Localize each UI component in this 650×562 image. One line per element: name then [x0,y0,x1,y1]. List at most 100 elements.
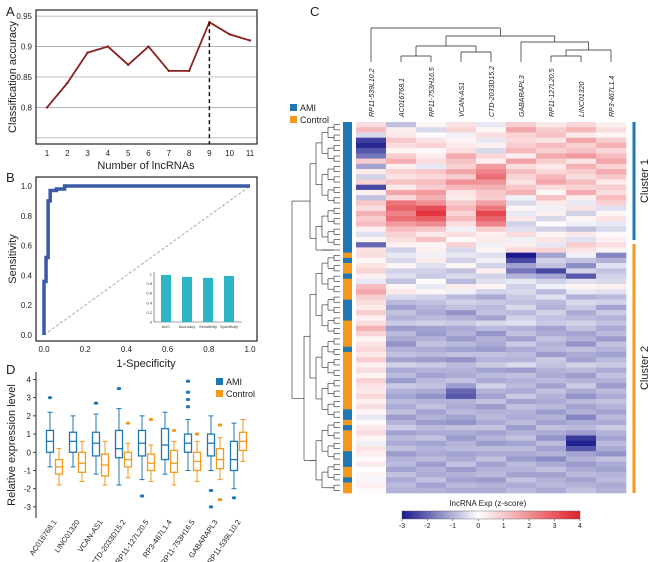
b-y-tick-label: 0.6 [21,242,33,251]
c-heatmap-cell [536,163,567,170]
c-heatmap-cell [536,372,567,379]
c-group-cell [343,278,352,285]
panel-a-line-chart: 0.8 0.85 0.9 0.95 1 2 3 4 5 6 7 8 9 10 11 Number of l… [7,9,258,172]
c-heatmap-cell [566,393,597,400]
panel-c-heatmap: RP11-539L10.2 AC016768.1 RP11-753H16.5 VCAN… [290,27,650,530]
c-heatmap-cell [596,362,627,368]
c-heatmap-cell [386,320,417,327]
c-group-cell [343,189,352,196]
b-y-tick-label: 1.0 [21,182,33,191]
d-outlier [171,428,177,433]
c-heatmap-cell [566,456,597,462]
c-heatmap-cell [566,430,597,436]
c-heatmap-cell [596,179,627,186]
c-heatmap-cell [506,346,537,353]
d-outlier [148,417,154,422]
c-heatmap-cell [596,200,627,206]
c-heatmap-cell [356,142,387,149]
a-points [45,20,252,109]
d-legend-control-label: Control [226,389,255,399]
c-heatmap-cell [476,163,507,170]
c-group-cell [343,435,352,442]
c-heatmap-cell [416,205,447,212]
c-heatmap-cell [476,289,507,295]
c-heatmap-cell [596,315,627,321]
d-outlier [208,505,214,509]
c-heatmap-cell [566,372,597,379]
c-heatmap-cell [476,294,507,300]
c-heatmap-cell [506,132,537,138]
c-heatmap-cell [446,163,477,170]
b-y-axis-title: Sensitivity [7,234,19,284]
c-heatmap-cell [446,409,477,415]
c-heatmap-cell [446,346,477,353]
c-heatmap-cell [506,231,537,238]
c-heatmap-cell [596,341,627,347]
c-heatmap-cell [536,122,567,128]
c-heatmap-cell [506,189,537,196]
c-heatmap-cell [506,362,537,368]
a-accuracy-line [46,20,251,109]
d-outlier [185,379,191,383]
c-heatmap-cell [356,242,387,248]
d-outlier [208,488,214,493]
d-box [146,453,156,472]
b-inset-y-tick-label: 0.2 [146,310,152,315]
c-heatmap-cell [596,216,627,222]
c-heatmap-cell [536,289,567,295]
c-heatmap-cell [566,466,597,473]
c-group-cell [343,174,352,180]
c-heatmap-cell [566,122,597,128]
a-x-tick-label: 10 [225,149,234,158]
c-group-cell [343,425,352,431]
c-heatmap-cell [386,357,417,363]
c-heatmap-cell [356,409,387,415]
c-heatmap-cell [356,273,387,280]
c-heatmap-cell [506,477,537,483]
c-column-name: RP11-753H16.5 [429,67,436,117]
c-heatmap-cell [356,294,387,300]
c-heatmap-cell [416,283,447,290]
a-data-point [106,45,110,48]
c-heatmap-cell [446,419,477,426]
d-box [215,447,225,470]
c-heatmap-cell [596,440,627,447]
c-heatmap-cell [536,189,567,196]
c-group-cell [343,378,352,384]
d-y-tick-label: 4 [27,375,32,384]
c-heatmap-cell [476,315,507,321]
c-heatmap-cell [566,451,597,457]
c-heatmap-cell [386,169,417,175]
c-heatmap-cell [386,184,417,191]
c-heatmap-cell [536,226,567,233]
c-heatmap-cell [356,440,387,447]
c-heatmap-cell [446,127,477,133]
a-x-tick-label: 5 [126,149,131,158]
c-heatmap-cell [476,231,507,238]
c-heatmap-cell [476,174,507,180]
c-heatmap-cell [356,216,387,222]
c-heatmap-cell [386,137,417,144]
c-heatmap-cell [536,294,567,300]
c-heatmap-cell [536,127,567,133]
c-heatmap-cell [446,289,477,295]
c-heatmap-cell [506,351,537,358]
c-heatmap-cell [446,304,477,311]
c-heatmap-cell [566,210,597,217]
b-inset-y-ticks: 0 0.2 0.4 0.6 0.8 1 [146,272,152,325]
c-colorbar-tick-label: -2 [424,523,430,530]
c-group-cell [343,367,352,374]
c-heatmap-cell [416,310,447,316]
c-heatmap-cell [596,289,627,295]
c-heatmap-cell [416,163,447,170]
c-heatmap-cell [356,362,387,368]
c-heatmap-cell [596,132,627,138]
a-data-point [228,33,231,36]
c-heatmap-cell [446,184,477,191]
c-heatmap-cell [506,304,537,311]
c-group-sidebar [343,122,352,494]
c-heatmap-cell [566,231,597,238]
b-x-tick-label: 0.8 [203,345,215,354]
c-heatmap-cell [356,425,387,431]
c-heatmap-cell [476,127,507,133]
